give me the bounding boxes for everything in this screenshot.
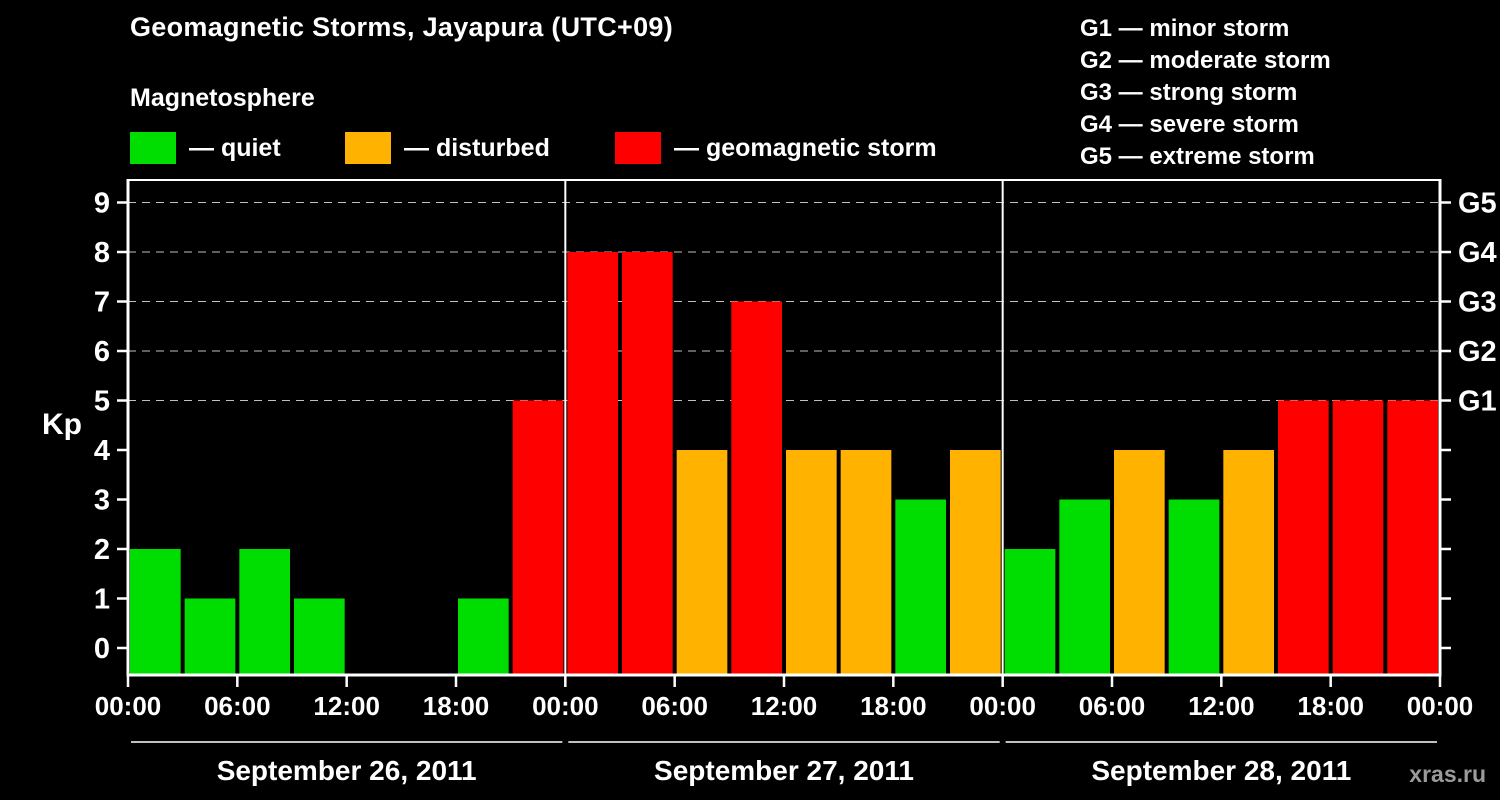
kp-bar — [731, 301, 782, 675]
kp-bar — [1332, 400, 1384, 675]
g-level-label: G3 — [1458, 287, 1497, 319]
y-tick-label: 5 — [94, 386, 110, 418]
kp-bar — [1059, 499, 1110, 675]
kp-bar — [294, 598, 345, 675]
x-tick-label: 00:00 — [969, 691, 1036, 721]
legend-item-disturbed: — disturbed — [345, 132, 550, 164]
x-tick-label: 18:00 — [1297, 691, 1364, 721]
g-level-label: G5 — [1458, 188, 1497, 220]
legend-item-quiet: — quiet — [130, 132, 281, 164]
disturbed-swatch — [345, 132, 391, 164]
y-tick-label: 9 — [94, 188, 110, 220]
y-tick-label: 8 — [94, 237, 110, 269]
legend-title: Magnetosphere — [130, 84, 315, 112]
g-level-label: G1 — [1458, 386, 1497, 418]
date-label: September 27, 2011 — [654, 755, 914, 786]
x-tick-label: 12:00 — [1188, 691, 1255, 721]
quiet-swatch — [130, 132, 176, 164]
x-tick-label: 00:00 — [1407, 691, 1474, 721]
kp-bar — [130, 549, 181, 675]
kp-bar — [950, 450, 1001, 675]
color-legend: — quiet — disturbed — geomagnetic storm — [0, 132, 1500, 168]
x-tick-label: 06:00 — [1079, 691, 1146, 721]
g-level-label: G4 — [1458, 237, 1497, 269]
g-scale-item: G1 — minor storm — [1080, 15, 1290, 42]
kp-bar — [1004, 549, 1056, 675]
kp-bar — [1223, 450, 1274, 675]
y-tick-label: 4 — [94, 435, 110, 467]
kp-bar — [622, 252, 673, 675]
x-tick-label: 18:00 — [423, 691, 490, 721]
storm-swatch — [615, 132, 661, 164]
legend-label: — quiet — [189, 133, 281, 162]
kp-bar — [458, 598, 509, 675]
g-scale-item: G2 — moderate storm — [1080, 47, 1331, 74]
kp-bar — [1114, 450, 1165, 675]
y-tick-label: 2 — [94, 534, 110, 566]
kp-bar — [895, 499, 946, 675]
y-axis-title: Kp — [42, 408, 82, 441]
y-tick-label: 3 — [94, 485, 110, 517]
kp-bar — [1168, 499, 1220, 675]
date-label: September 26, 2011 — [217, 755, 477, 786]
kp-bar — [567, 252, 618, 675]
x-tick-label: 06:00 — [641, 691, 708, 721]
kp-bar — [239, 549, 290, 675]
date-label: September 28, 2011 — [1091, 755, 1351, 786]
g-scale-item: G5 — extreme storm — [1080, 143, 1315, 170]
y-tick-label: 6 — [94, 336, 110, 368]
kp-bar — [184, 598, 236, 675]
x-tick-label: 18:00 — [860, 691, 927, 721]
g-level-label: G2 — [1458, 336, 1497, 368]
watermark: xras.ru — [1409, 761, 1486, 787]
x-tick-label: 00:00 — [95, 691, 162, 721]
kp-bar — [840, 450, 892, 675]
kp-bar — [1387, 400, 1438, 675]
y-tick-label: 1 — [94, 584, 110, 616]
y-tick-label: 0 — [94, 633, 110, 665]
page-title: Geomagnetic Storms, Jayapura (UTC+09) — [130, 12, 674, 42]
g-scale-item: G4 — severe storm — [1080, 111, 1299, 138]
legend-label: — disturbed — [404, 133, 550, 162]
x-tick-label: 12:00 — [313, 691, 380, 721]
x-tick-label: 06:00 — [204, 691, 271, 721]
y-tick-label: 7 — [94, 287, 110, 319]
g-scale-item: G3 — strong storm — [1080, 79, 1298, 106]
x-tick-label: 00:00 — [532, 691, 599, 721]
kp-bar — [676, 450, 728, 675]
kp-bar — [1278, 400, 1329, 675]
legend-label: — geomagnetic storm — [674, 133, 937, 162]
g-scale-legend: G1 — minor storm G2 — moderate storm G3 — … — [1080, 13, 1331, 173]
kp-bar — [786, 450, 837, 675]
legend-item-storm: — geomagnetic storm — [615, 132, 937, 164]
x-tick-label: 12:00 — [751, 691, 818, 721]
kp-bar — [512, 400, 564, 675]
